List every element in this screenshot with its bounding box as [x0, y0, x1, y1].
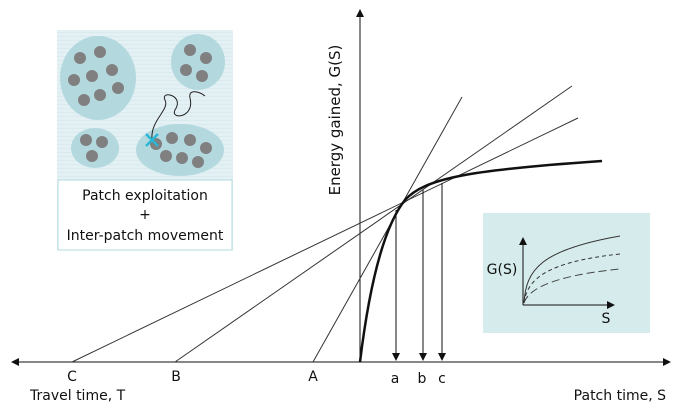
patch-inset: Patch exploitation + Inter-patch movemen…: [57, 30, 233, 250]
x-right-label: Patch time, S: [574, 388, 666, 404]
inset-text: +: [139, 207, 151, 223]
mini-x-label: S: [602, 311, 611, 327]
mini-y-label: G(S): [487, 262, 518, 278]
y-axis-label: Energy gained, G(S): [326, 45, 344, 196]
mini-plot: G(S) S: [483, 213, 650, 333]
travel-point: A: [308, 369, 318, 385]
x-left-label: Travel time, T: [29, 388, 126, 404]
patch-point: b: [418, 371, 427, 387]
patch-point: a: [391, 371, 400, 387]
diagram: Patch exploitation + Inter-patch movemen…: [0, 0, 674, 407]
travel-point: B: [171, 369, 181, 385]
inset-text: Inter-patch movement: [67, 228, 224, 244]
inset-text: Patch exploitation: [82, 188, 208, 204]
patch-point: c: [438, 371, 446, 387]
travel-point: C: [67, 369, 77, 385]
